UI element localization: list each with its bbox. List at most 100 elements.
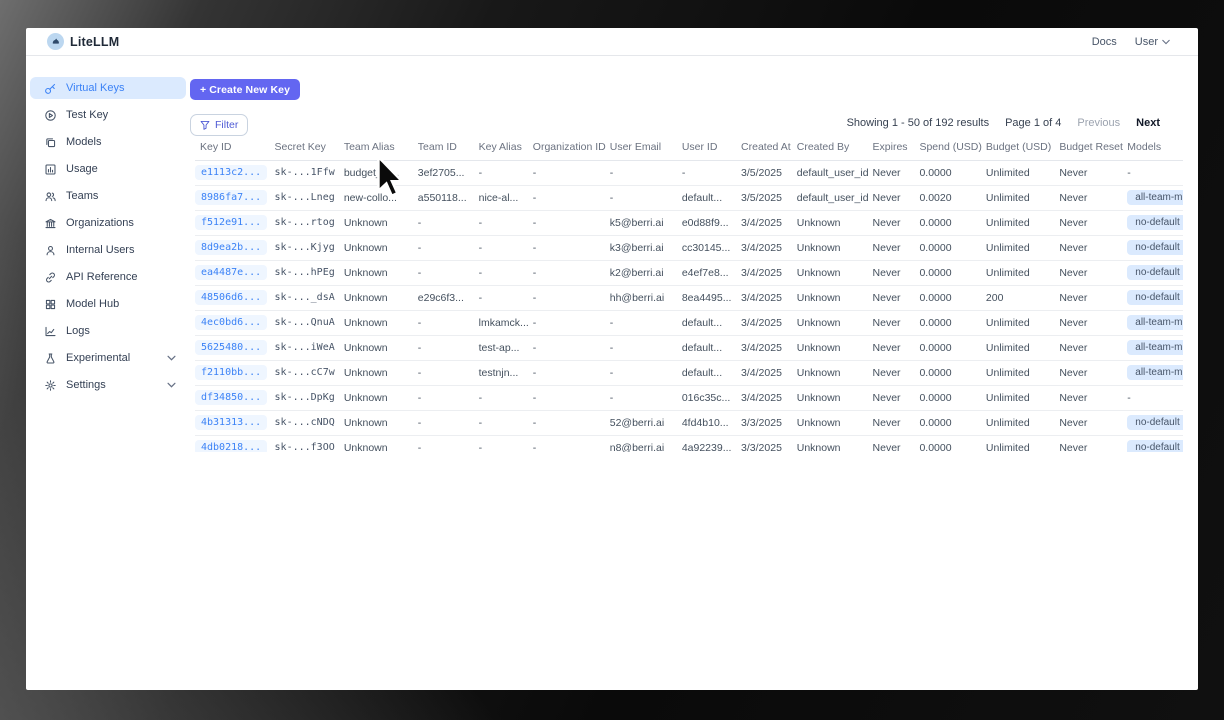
table-row[interactable]: f512e91... sk-...rtog Unknown - - - k5@b… — [195, 210, 1183, 236]
key-id-chip[interactable]: 4db0218... — [195, 440, 268, 452]
table-row[interactable]: 8986fa7... sk-...Lneg new-collo... a5501… — [195, 185, 1183, 211]
funnel-icon — [200, 120, 210, 130]
table-row[interactable]: 5625480... sk-...iWeA Unknown - test-ap.… — [195, 335, 1183, 361]
sidebar-item-virtual-keys[interactable]: Virtual Keys — [30, 77, 186, 99]
sidebar-item-label: Models — [66, 136, 102, 148]
user-email-cell: - — [609, 385, 682, 411]
models-cell: no-default — [1127, 260, 1183, 286]
key-id-cell: 4db0218... — [195, 435, 275, 452]
budget-reset-cell: Never — [1059, 285, 1128, 311]
user-email-cell: - — [609, 185, 682, 211]
expires-cell: Never — [872, 185, 920, 211]
sidebar-item-experimental[interactable]: Experimental — [30, 347, 186, 369]
table-row[interactable]: f2110bb... sk-...cC7w Unknown - testnjn.… — [195, 360, 1183, 386]
column-header: Budget (USD) — [985, 140, 1060, 161]
sidebar-item-teams[interactable]: Teams — [30, 185, 186, 207]
key-id-chip[interactable]: 5625480... — [195, 340, 268, 355]
column-header: Organization ID — [532, 140, 610, 161]
sidebar-item-organizations[interactable]: Organizations — [30, 212, 186, 234]
bank-icon — [44, 217, 57, 230]
next-page-button[interactable]: Next — [1136, 117, 1160, 129]
chevron-down-icon — [167, 379, 176, 391]
table-row[interactable]: e1113c2... sk-...1Ffw budget_te... 3ef27… — [195, 160, 1183, 186]
secret-key-cell: sk-...iWeA — [274, 335, 344, 361]
key-id-chip[interactable]: e1113c2... — [195, 165, 268, 180]
chevron-down-icon — [167, 352, 176, 364]
table-row[interactable]: ea4487e... sk-...hPEg Unknown - - - k2@b… — [195, 260, 1183, 286]
chevron-down-icon — [1162, 36, 1170, 48]
created-at-cell: 3/4/2025 — [741, 210, 797, 236]
organization-id-cell: - — [532, 435, 610, 452]
key-id-cell: f512e91... — [195, 210, 275, 236]
secret-key-cell: sk-...QnuA — [274, 310, 344, 336]
table-header-row: Key ID Secret Key Team Alias Team ID Key… — [195, 140, 1183, 161]
key-id-chip[interactable]: 8986fa7... — [195, 190, 268, 205]
sidebar-item-logs[interactable]: Logs — [30, 320, 186, 342]
sidebar-item-test-key[interactable]: Test Key — [30, 104, 186, 126]
sidebar-item-label: Test Key — [66, 109, 109, 121]
created-at-cell: 3/3/2025 — [741, 435, 797, 452]
key-id-chip[interactable]: ea4487e... — [195, 265, 268, 280]
team-id-cell: 3ef2705... — [417, 160, 479, 186]
team-id-cell: - — [417, 235, 479, 261]
table-row[interactable]: 4ec0bd6... sk-...QnuA Unknown - lmkamck.… — [195, 310, 1183, 336]
table-row[interactable]: 4b31313... sk-...cNDQ Unknown - - - 52@b… — [195, 410, 1183, 436]
table-row[interactable]: 8d9ea2b... sk-...Kjyg Unknown - - - k3@b… — [195, 235, 1183, 261]
sidebar-item-label: API Reference — [66, 271, 138, 283]
key-id-chip[interactable]: 4b31313... — [195, 415, 268, 430]
key-id-chip[interactable]: df34850... — [195, 390, 268, 405]
sidebar-item-label: Experimental — [66, 352, 131, 364]
budget-cell: Unlimited — [985, 335, 1060, 361]
sidebar-item-settings[interactable]: Settings — [30, 374, 186, 396]
budget-cell: Unlimited — [985, 185, 1060, 211]
docs-link[interactable]: Docs — [1091, 35, 1117, 48]
table-row[interactable]: df34850... sk-...DpKg Unknown - - - - 01… — [195, 385, 1183, 411]
spend-cell: 0.0000 — [919, 335, 986, 361]
column-header: Models — [1127, 140, 1183, 161]
table-row[interactable]: 48506d6... sk-..._dsA Unknown e29c6f3...… — [195, 285, 1183, 311]
sidebar-item-usage[interactable]: Usage — [30, 158, 186, 180]
user-id-cell: e0d88f9... — [681, 210, 742, 236]
key-alias-cell: - — [478, 235, 533, 261]
previous-page-button[interactable]: Previous — [1077, 117, 1121, 129]
litellm-logo-icon — [47, 33, 64, 50]
sidebar-item-model-hub[interactable]: Model Hub — [30, 293, 186, 315]
user-menu[interactable]: User — [1135, 36, 1170, 48]
filter-button[interactable]: Filter — [190, 114, 249, 136]
user-id-cell: default... — [681, 335, 742, 361]
spend-cell: 0.0000 — [919, 160, 986, 186]
secret-key-cell: sk-...f3OO — [274, 435, 344, 452]
key-id-cell: e1113c2... — [195, 160, 275, 186]
key-alias-cell: test-ap... — [478, 335, 533, 361]
spend-cell: 0.0000 — [919, 310, 986, 336]
user-id-cell: default... — [681, 185, 742, 211]
key-id-chip[interactable]: f2110bb... — [195, 365, 268, 380]
models-cell: - — [1127, 385, 1183, 411]
grid-icon — [44, 298, 57, 311]
sidebar-item-models[interactable]: Models — [30, 131, 186, 153]
key-id-chip[interactable]: 8d9ea2b... — [195, 240, 268, 255]
key-id-cell: 48506d6... — [195, 285, 275, 311]
create-new-key-button[interactable]: + Create New Key — [190, 79, 301, 100]
key-id-chip[interactable]: 4ec0bd6... — [195, 315, 268, 330]
keys-table: Key ID Secret Key Team Alias Team ID Key… — [195, 140, 1183, 452]
key-id-chip[interactable]: 48506d6... — [195, 290, 268, 305]
app-window: LiteLLM Docs User Virtual Keys Test Key — [26, 28, 1198, 690]
sidebar-item-internal-users[interactable]: Internal Users — [30, 239, 186, 261]
sidebar-item-api-reference[interactable]: API Reference — [30, 266, 186, 288]
spend-cell: 0.0000 — [919, 260, 986, 286]
table-row[interactable]: 4db0218... sk-...f3OO Unknown - - - n8@b… — [195, 435, 1183, 452]
models-cell: no-default — [1127, 410, 1183, 436]
key-id-chip[interactable]: f512e91... — [195, 215, 268, 230]
results-count: Showing 1 - 50 of 192 results — [846, 117, 990, 129]
expires-cell: Never — [872, 260, 920, 286]
organization-id-cell: - — [532, 335, 610, 361]
team-alias-cell: Unknown — [343, 285, 418, 311]
sidebar-item-label: Settings — [66, 379, 106, 391]
key-alias-cell: - — [478, 160, 533, 186]
expires-cell: Never — [872, 235, 920, 261]
key-alias-cell: lmkamck... — [478, 310, 533, 336]
play-circle-icon — [44, 109, 57, 122]
team-id-cell: - — [417, 410, 479, 436]
user-email-cell: k5@berri.ai — [609, 210, 682, 236]
